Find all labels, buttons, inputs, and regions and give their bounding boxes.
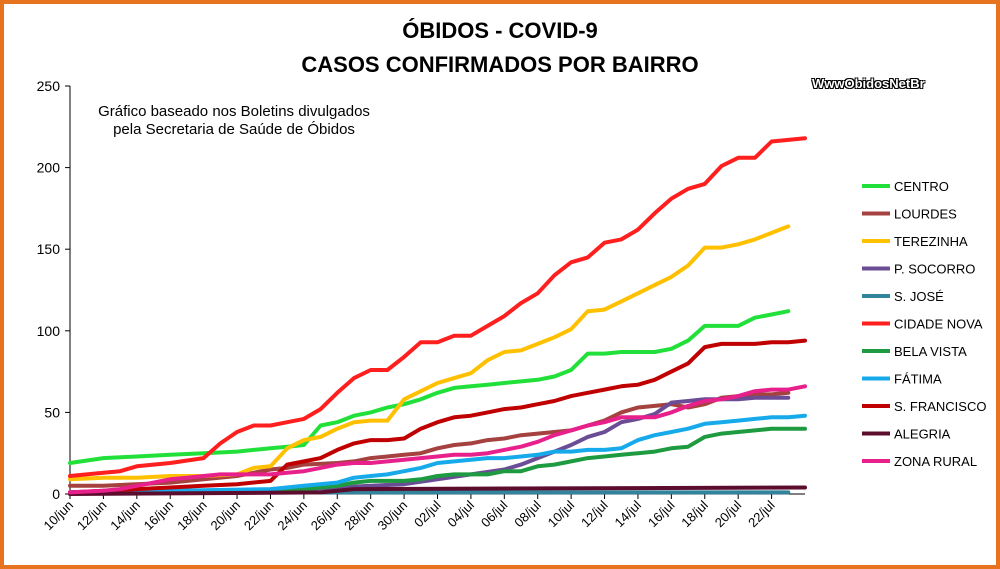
chart-note-line-2: pela Secretaria de Saúde de Óbidos	[113, 121, 355, 138]
chart-note-line-1: Gráfico baseado nos Boletins divulgados	[98, 103, 370, 120]
x-tick-label: 18/jul	[678, 497, 711, 530]
series-line-bela-vista	[68, 426, 807, 495]
series-line-s-francisco	[68, 338, 807, 495]
x-tick-label: 20/jun	[208, 498, 244, 534]
x-tick-label: 26/jun	[308, 498, 344, 534]
x-tick-label: 12/jul	[578, 497, 611, 530]
y-tick-label: 250	[37, 78, 61, 94]
x-tick-label: 22/jun	[241, 498, 277, 534]
chart-title-line-1: ÓBIDOS - COVID-9	[402, 18, 598, 43]
chart-title-line-2: CASOS CONFIRMADOS POR BAIRRO	[301, 52, 699, 77]
y-tick-label: 200	[37, 160, 61, 176]
legend-label: TEREZINHA	[894, 234, 968, 249]
series-line-p-socorro	[68, 395, 791, 495]
legend-label: LOURDES	[894, 207, 957, 222]
series-line-zona-rural	[68, 384, 807, 495]
chart-series-lines	[68, 136, 807, 496]
y-tick-label: 50	[44, 404, 60, 420]
x-tick-label: 12/jun	[74, 498, 110, 534]
x-tick-label: 14/jul	[611, 497, 644, 530]
x-tick-label: 10/jul	[545, 497, 578, 530]
x-tick-label: 28/jun	[341, 498, 377, 534]
legend-label: ZONA RURAL	[894, 454, 977, 469]
y-tick-label: 100	[37, 323, 61, 339]
chart-legend: CENTRO LOURDES TEREZINHA P. SOCORRO S. JOSÉ C…	[862, 179, 986, 469]
series-line-alegria	[68, 485, 807, 496]
watermark: WwwObidosNetBr	[812, 76, 925, 91]
x-tick-label: 16/jul	[645, 497, 678, 530]
legend-label: S. FRANCISCO	[894, 399, 986, 414]
x-tick-label: 06/jul	[478, 497, 511, 530]
x-tick-label: 24/jun	[274, 498, 310, 534]
series-line-cidade-nova	[68, 136, 807, 478]
x-tick-label: 04/jul	[444, 497, 477, 530]
x-tick-label: 10/jun	[40, 498, 76, 534]
x-tick-label: 20/jul	[712, 497, 745, 530]
legend-label: CENTRO	[894, 179, 949, 194]
x-tick-label: 30/jun	[375, 498, 411, 534]
x-tick-label: 18/jun	[174, 498, 210, 534]
legend-label: FÁTIMA	[894, 372, 942, 387]
x-tick-label: 16/jun	[141, 498, 177, 534]
x-tick-label: 08/jul	[511, 497, 544, 530]
legend-label: CIDADE NOVA	[894, 317, 983, 332]
series-line-centro	[68, 309, 791, 465]
legend-label: BELA VISTA	[894, 344, 967, 359]
series-line-terezinha	[68, 224, 791, 482]
legend-label: ALEGRIA	[894, 427, 951, 442]
x-tick-label: 22/jul	[745, 497, 778, 530]
y-tick-label: 150	[37, 241, 61, 257]
x-tick-label: 14/jun	[107, 498, 143, 534]
legend-label: S. JOSÉ	[894, 289, 944, 304]
legend-label: P. SOCORRO	[894, 262, 975, 277]
x-tick-label: 02/jul	[411, 497, 444, 530]
series-line-f-tima	[68, 413, 807, 495]
y-tick-label: 0	[52, 486, 60, 502]
